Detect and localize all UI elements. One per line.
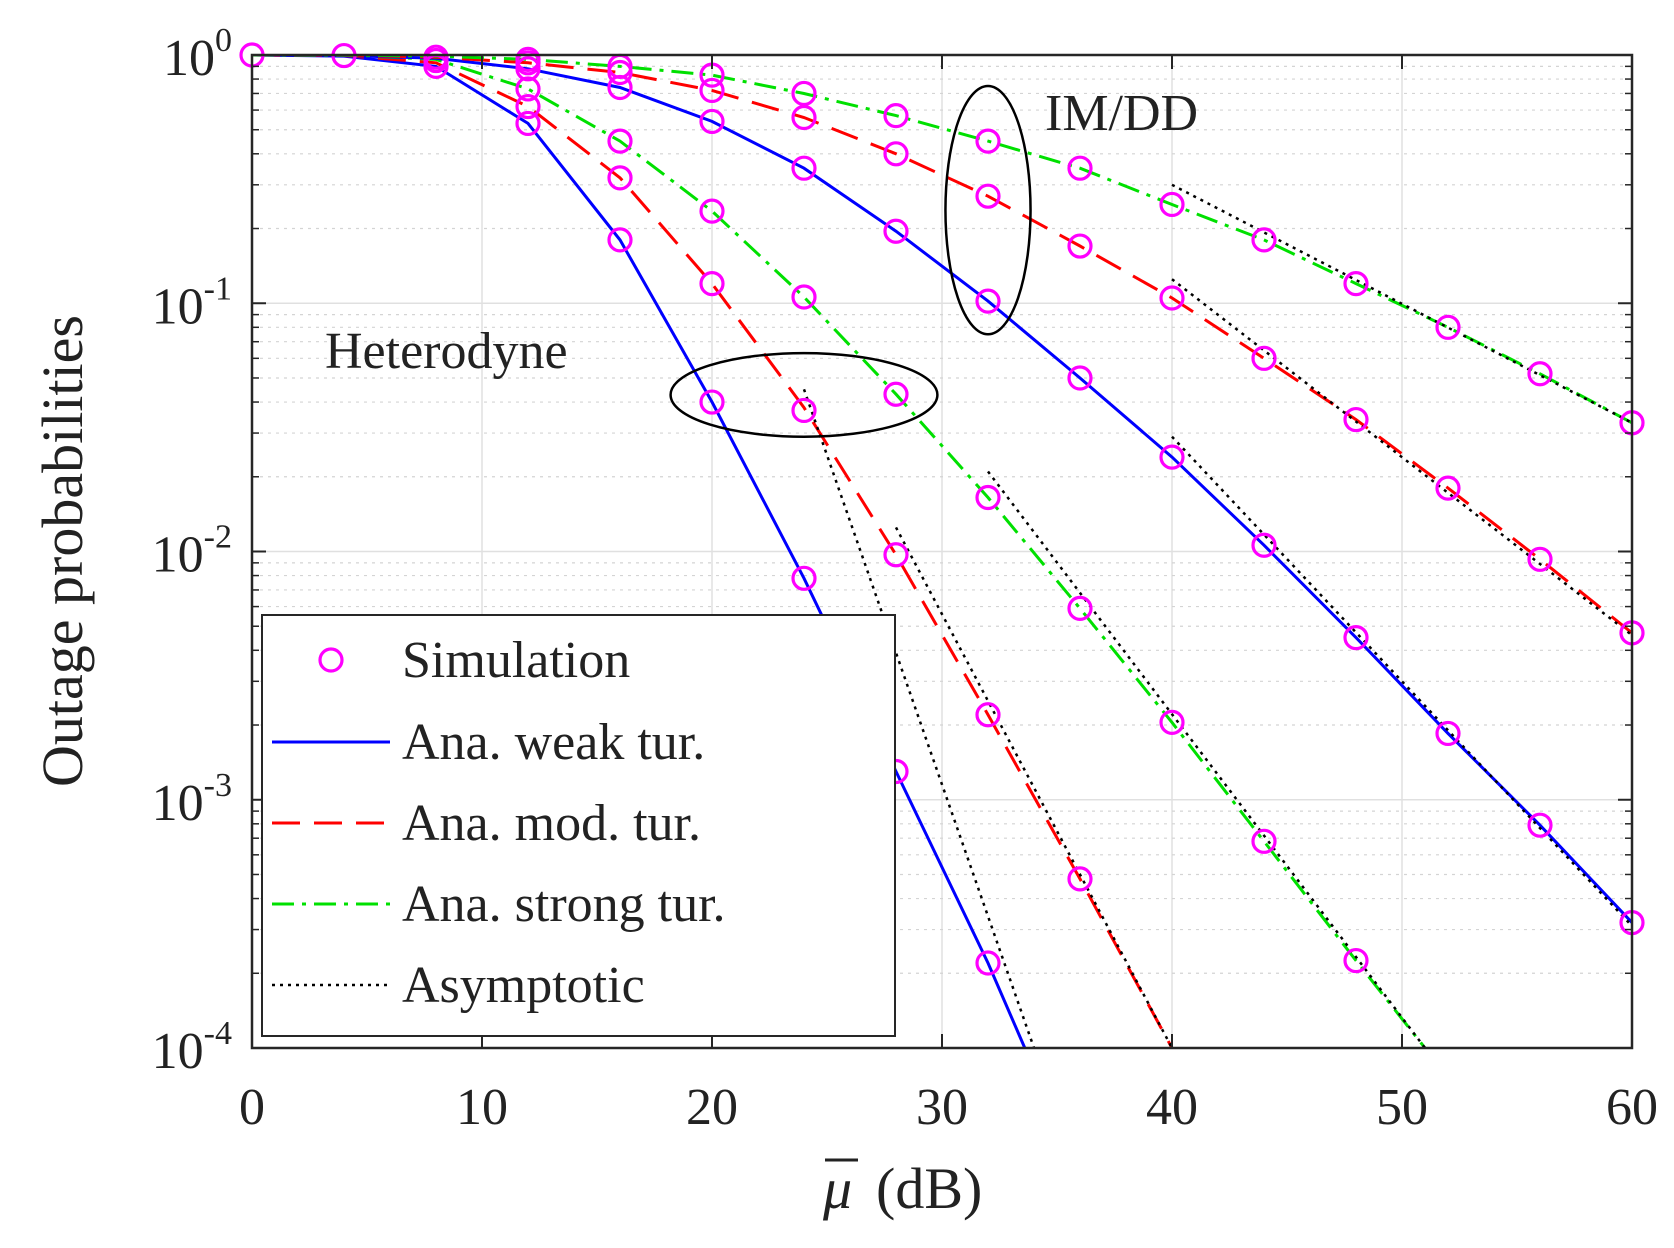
x-axis-label-unit: (dB) [876, 1156, 982, 1221]
simulation-marker [791, 397, 817, 424]
series-line-strong-heterodyne [252, 55, 1427, 1048]
simulation-marker [791, 80, 817, 107]
simulation-marker [1251, 227, 1277, 253]
simulation-marker [1343, 270, 1369, 297]
simulation-marker [1067, 233, 1093, 259]
simulation-marker [975, 288, 1001, 314]
simulation-marker [1159, 709, 1185, 735]
simulation-marker [607, 227, 633, 253]
simulation-marker [1343, 947, 1369, 974]
simulation-marker [1067, 155, 1093, 181]
simulation-marker [791, 565, 817, 591]
simulation-marker [699, 270, 725, 297]
simulation-marker [515, 76, 541, 102]
simulation-marker [1435, 314, 1461, 340]
y-tick-label: 100 [163, 22, 232, 87]
simulation-marker [1527, 812, 1553, 838]
y-tick-label: 10-1 [152, 270, 232, 335]
x-tick-label: 10 [456, 1079, 508, 1136]
simulation-marker [607, 59, 633, 86]
asymptotic-line [894, 526, 1174, 1048]
simulation-marker [607, 128, 633, 154]
y-tick-label: 10-4 [152, 1015, 232, 1080]
simulation-marker [883, 381, 909, 407]
simulation-marker [1159, 444, 1185, 470]
y-axis-label: Outage probabilities [30, 315, 95, 787]
simulation-marker [975, 484, 1001, 511]
simulation-marker [607, 165, 633, 191]
simulation-marker [1067, 365, 1093, 391]
annotation-ellipses [669, 84, 1032, 438]
simulation-marker [699, 389, 725, 415]
legend-label: Asymptotic [402, 957, 645, 1014]
x-tick-label: 40 [1146, 1079, 1198, 1136]
simulation-marker [1067, 866, 1093, 892]
simulation-marker [1159, 191, 1185, 218]
simulation-marker [1527, 546, 1553, 572]
simulation-marker [791, 104, 817, 131]
y-tick-label: 10-2 [152, 519, 232, 584]
simulation-marker [1067, 595, 1093, 621]
asymptotic-line [1171, 183, 1632, 424]
simulation-marker [1435, 475, 1461, 501]
simulation-marker [1343, 406, 1369, 433]
annotation-heterodyne: Heterodyne [325, 323, 568, 380]
legend-item-asymptotic: Asymptotic [272, 957, 645, 1014]
y-tick-label: 10-3 [152, 767, 232, 832]
legend-label: Ana. strong tur. [402, 876, 726, 933]
legend-item-ana-mod-tur: Ana. mod. tur. [272, 795, 701, 852]
x-axis-label: μ (dB) [822, 1156, 982, 1221]
simulation-marker [699, 77, 725, 104]
x-tick-label: 30 [916, 1079, 968, 1136]
annotation-ellipse [944, 84, 1032, 336]
simulation-marker [883, 103, 909, 129]
legend: Simulation Ana. weak tur. Ana. mod. tur. An… [261, 614, 896, 1037]
legend-label: Ana. weak tur. [402, 714, 705, 771]
legend-swatch-simulation [318, 647, 344, 673]
x-axis-label-symbol: μ [822, 1156, 852, 1221]
legend-item-simulation: Simulation [318, 632, 630, 689]
x-tick-label: 60 [1606, 1079, 1658, 1136]
simulation-marker [515, 110, 541, 137]
simulation-marker [1159, 285, 1185, 311]
x-tick-label: 0 [239, 1079, 265, 1136]
simulation-marker [1435, 720, 1461, 747]
simulation-marker [1527, 361, 1553, 387]
simulation-marker [791, 284, 817, 310]
x-tick-label: 50 [1376, 1079, 1428, 1136]
legend-box [261, 614, 896, 1037]
simulation-marker [1251, 532, 1277, 558]
simulation-marker [883, 542, 909, 568]
grid [252, 55, 1632, 1048]
series-line-weak-heterodyne [252, 55, 1027, 1048]
simulation-marker [791, 155, 817, 181]
simulation-marker [699, 108, 725, 135]
annotation-imdd: IM/DD [1045, 85, 1198, 142]
simulation-marker [1343, 624, 1369, 651]
simulation-marker [883, 218, 909, 244]
simulation-marker [883, 141, 909, 167]
simulation-marker [515, 93, 541, 120]
simulation-marker [1251, 828, 1277, 854]
series-line-moderate-heterodyne [252, 55, 1174, 1048]
legend-label: Simulation [402, 632, 630, 689]
axis-ticks: 0 10 20 30 40 50 60 100 10-1 10-2 10-3 10-4 [152, 22, 1658, 1136]
legend-item-ana-weak-tur: Ana. weak tur. [272, 714, 705, 771]
simulation-marker [975, 950, 1001, 976]
x-tick-label: 20 [686, 1079, 738, 1136]
simulation-marker [515, 46, 541, 73]
simulation-marker [975, 128, 1001, 154]
simulation-marker [699, 198, 725, 224]
legend-item-ana-strong-tur: Ana. strong tur. [272, 876, 726, 933]
legend-label: Ana. mod. tur. [402, 795, 701, 852]
asymptotic-line [1171, 278, 1632, 637]
simulation-marker [975, 183, 1001, 209]
simulation-markers [239, 42, 1645, 976]
annotation-ellipse [669, 351, 939, 438]
simulation-marker [423, 44, 449, 70]
simulation-marker [975, 702, 1001, 728]
simulation-marker [1251, 345, 1277, 371]
